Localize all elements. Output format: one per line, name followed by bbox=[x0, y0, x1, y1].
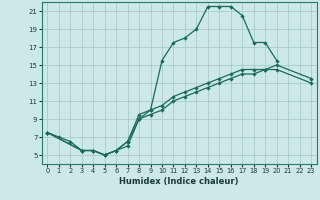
X-axis label: Humidex (Indice chaleur): Humidex (Indice chaleur) bbox=[119, 177, 239, 186]
